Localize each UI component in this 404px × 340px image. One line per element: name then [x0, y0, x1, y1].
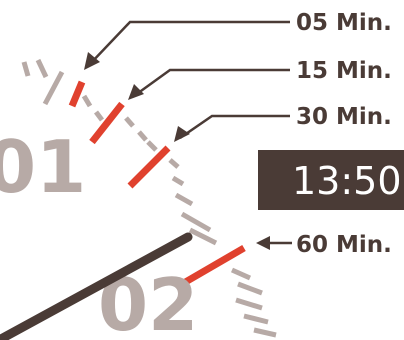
tick-mark — [35, 58, 49, 79]
callout-arrow-30 — [179, 114, 290, 140]
tick-mark — [124, 116, 135, 128]
callout-label-05-min: 05 Min. — [296, 10, 392, 36]
callout-arrow-15 — [133, 68, 290, 98]
arrowhead-icon — [84, 52, 100, 70]
tick-mark — [253, 327, 277, 338]
time-display-value: 13:50 — [292, 159, 402, 203]
arrowhead-icon — [128, 84, 144, 100]
tick-mark — [42, 70, 65, 106]
tick-mark — [243, 313, 269, 325]
highlight-marks — [68, 80, 246, 288]
tick-mark — [171, 175, 185, 187]
marker-30-min — [127, 145, 171, 189]
dial-tick-marks — [21, 58, 277, 338]
marker-15-min — [89, 101, 125, 145]
tick-mark — [21, 61, 31, 77]
callout-label-30-min: 30 Min. — [296, 104, 392, 130]
tick-mark — [168, 158, 180, 169]
tick-mark — [235, 297, 263, 311]
callout-arrowheads — [84, 52, 270, 250]
tick-mark — [174, 192, 194, 207]
tick-mark — [81, 94, 93, 108]
tick-mark — [137, 130, 148, 142]
arrowhead-icon — [174, 126, 190, 142]
marker-60-min — [180, 244, 246, 288]
tick-mark — [94, 110, 104, 122]
tick-mark — [180, 211, 212, 233]
tick-mark — [146, 140, 158, 152]
callout-label-15-min: 15 Min. — [296, 58, 392, 84]
callout-label-60-min: 60 Min. — [296, 232, 392, 258]
marker-05-min — [68, 80, 86, 108]
tick-mark — [230, 267, 252, 281]
tick-mark — [188, 227, 218, 246]
time-display-box — [258, 150, 404, 210]
arrowhead-icon — [256, 236, 270, 250]
clock-hand — [0, 232, 193, 340]
hour-label-01: 01 — [0, 125, 86, 209]
callout-arrow-05 — [89, 20, 290, 65]
callout-arrows — [89, 20, 292, 245]
tick-mark — [237, 281, 263, 296]
